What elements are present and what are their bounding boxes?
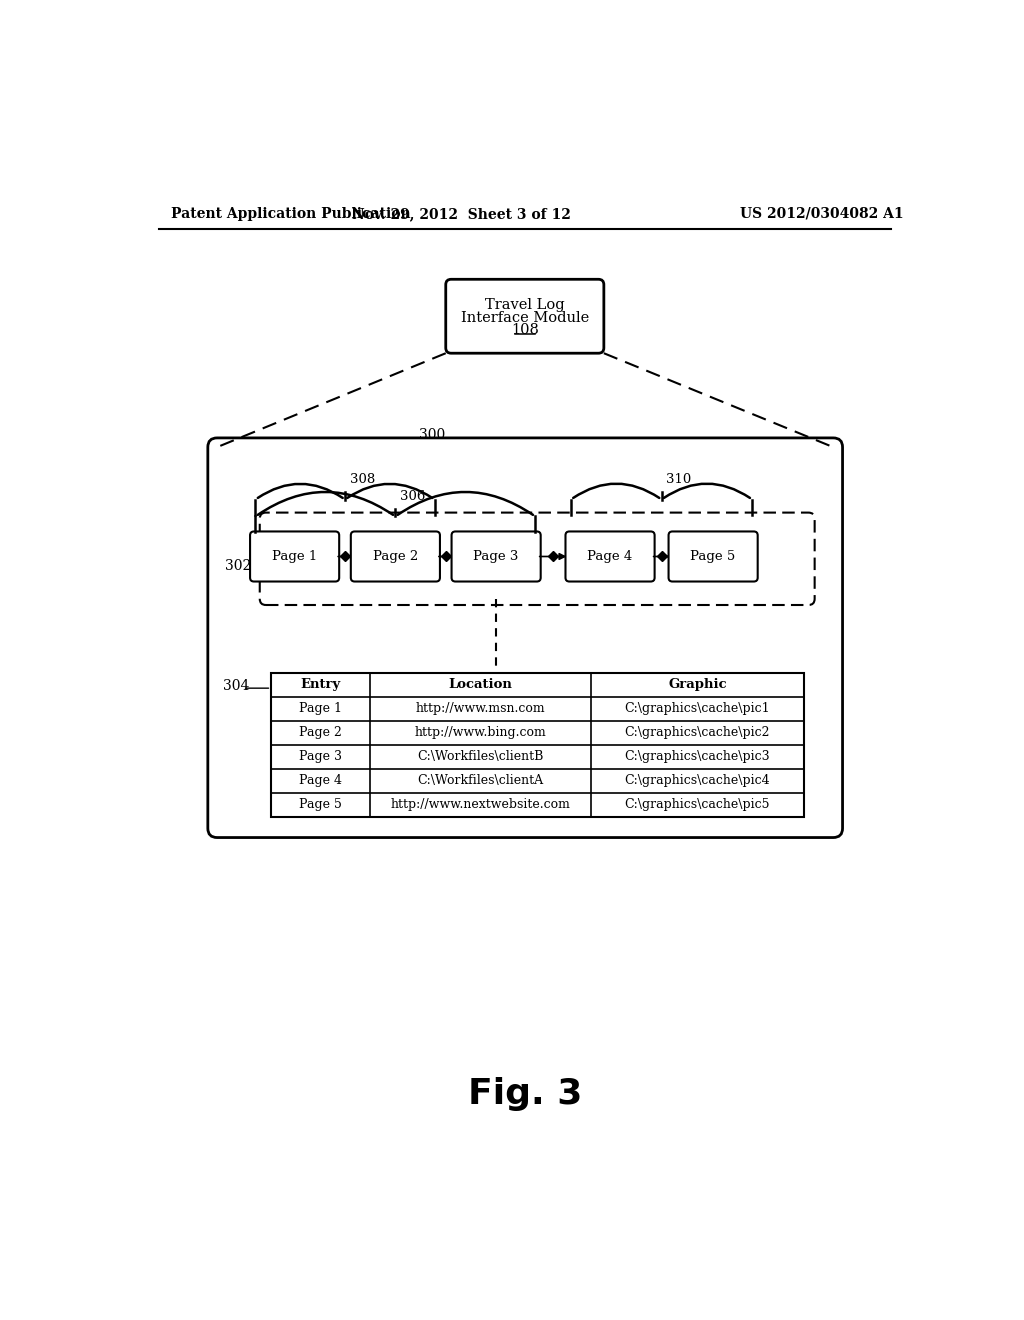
Text: 310: 310 [667,473,691,486]
Text: Interface Module: Interface Module [461,310,589,325]
Text: C:\graphics\cache\pic2: C:\graphics\cache\pic2 [625,726,770,739]
Text: C:\graphics\cache\pic4: C:\graphics\cache\pic4 [625,775,770,787]
Text: US 2012/0304082 A1: US 2012/0304082 A1 [739,207,903,220]
Text: Patent Application Publication: Patent Application Publication [171,207,411,220]
FancyBboxPatch shape [208,438,843,838]
Text: 304: 304 [223,678,250,693]
Text: Page 4: Page 4 [588,550,633,564]
Text: http://www.bing.com: http://www.bing.com [415,726,546,739]
Text: Travel Log: Travel Log [485,298,564,313]
Text: 306: 306 [400,490,425,503]
FancyBboxPatch shape [260,512,815,605]
FancyBboxPatch shape [351,532,440,582]
Text: http://www.nextwebsite.com: http://www.nextwebsite.com [390,799,570,812]
Text: Page 1: Page 1 [299,702,342,715]
FancyBboxPatch shape [250,532,339,582]
FancyBboxPatch shape [445,280,604,354]
FancyBboxPatch shape [452,532,541,582]
Text: Page 5: Page 5 [690,550,736,564]
Text: Page 2: Page 2 [373,550,418,564]
Text: Page 4: Page 4 [299,775,342,787]
Text: 308: 308 [349,473,375,486]
Text: 302: 302 [225,560,251,573]
Text: http://www.msn.com: http://www.msn.com [416,702,545,715]
Text: C:\graphics\cache\pic3: C:\graphics\cache\pic3 [625,750,770,763]
Text: Page 3: Page 3 [299,750,342,763]
Text: C:\Workfiles\clientB: C:\Workfiles\clientB [417,750,544,763]
Text: Location: Location [449,678,512,692]
Text: Page 5: Page 5 [299,799,342,812]
Text: C:\graphics\cache\pic1: C:\graphics\cache\pic1 [625,702,770,715]
Text: Page 2: Page 2 [299,726,342,739]
Text: Entry: Entry [300,678,341,692]
FancyBboxPatch shape [669,532,758,582]
FancyBboxPatch shape [565,532,654,582]
Text: C:\Workfiles\clientA: C:\Workfiles\clientA [418,775,544,787]
Text: 108: 108 [511,323,539,337]
Text: 300: 300 [419,428,444,442]
Bar [271,673,804,817]
Text: Nov. 29, 2012  Sheet 3 of 12: Nov. 29, 2012 Sheet 3 of 12 [352,207,570,220]
Text: C:\graphics\cache\pic5: C:\graphics\cache\pic5 [625,799,770,812]
Text: Page 3: Page 3 [473,550,519,564]
Text: Page 1: Page 1 [272,550,317,564]
Text: Graphic: Graphic [668,678,727,692]
Text: Fig. 3: Fig. 3 [468,1077,582,1111]
